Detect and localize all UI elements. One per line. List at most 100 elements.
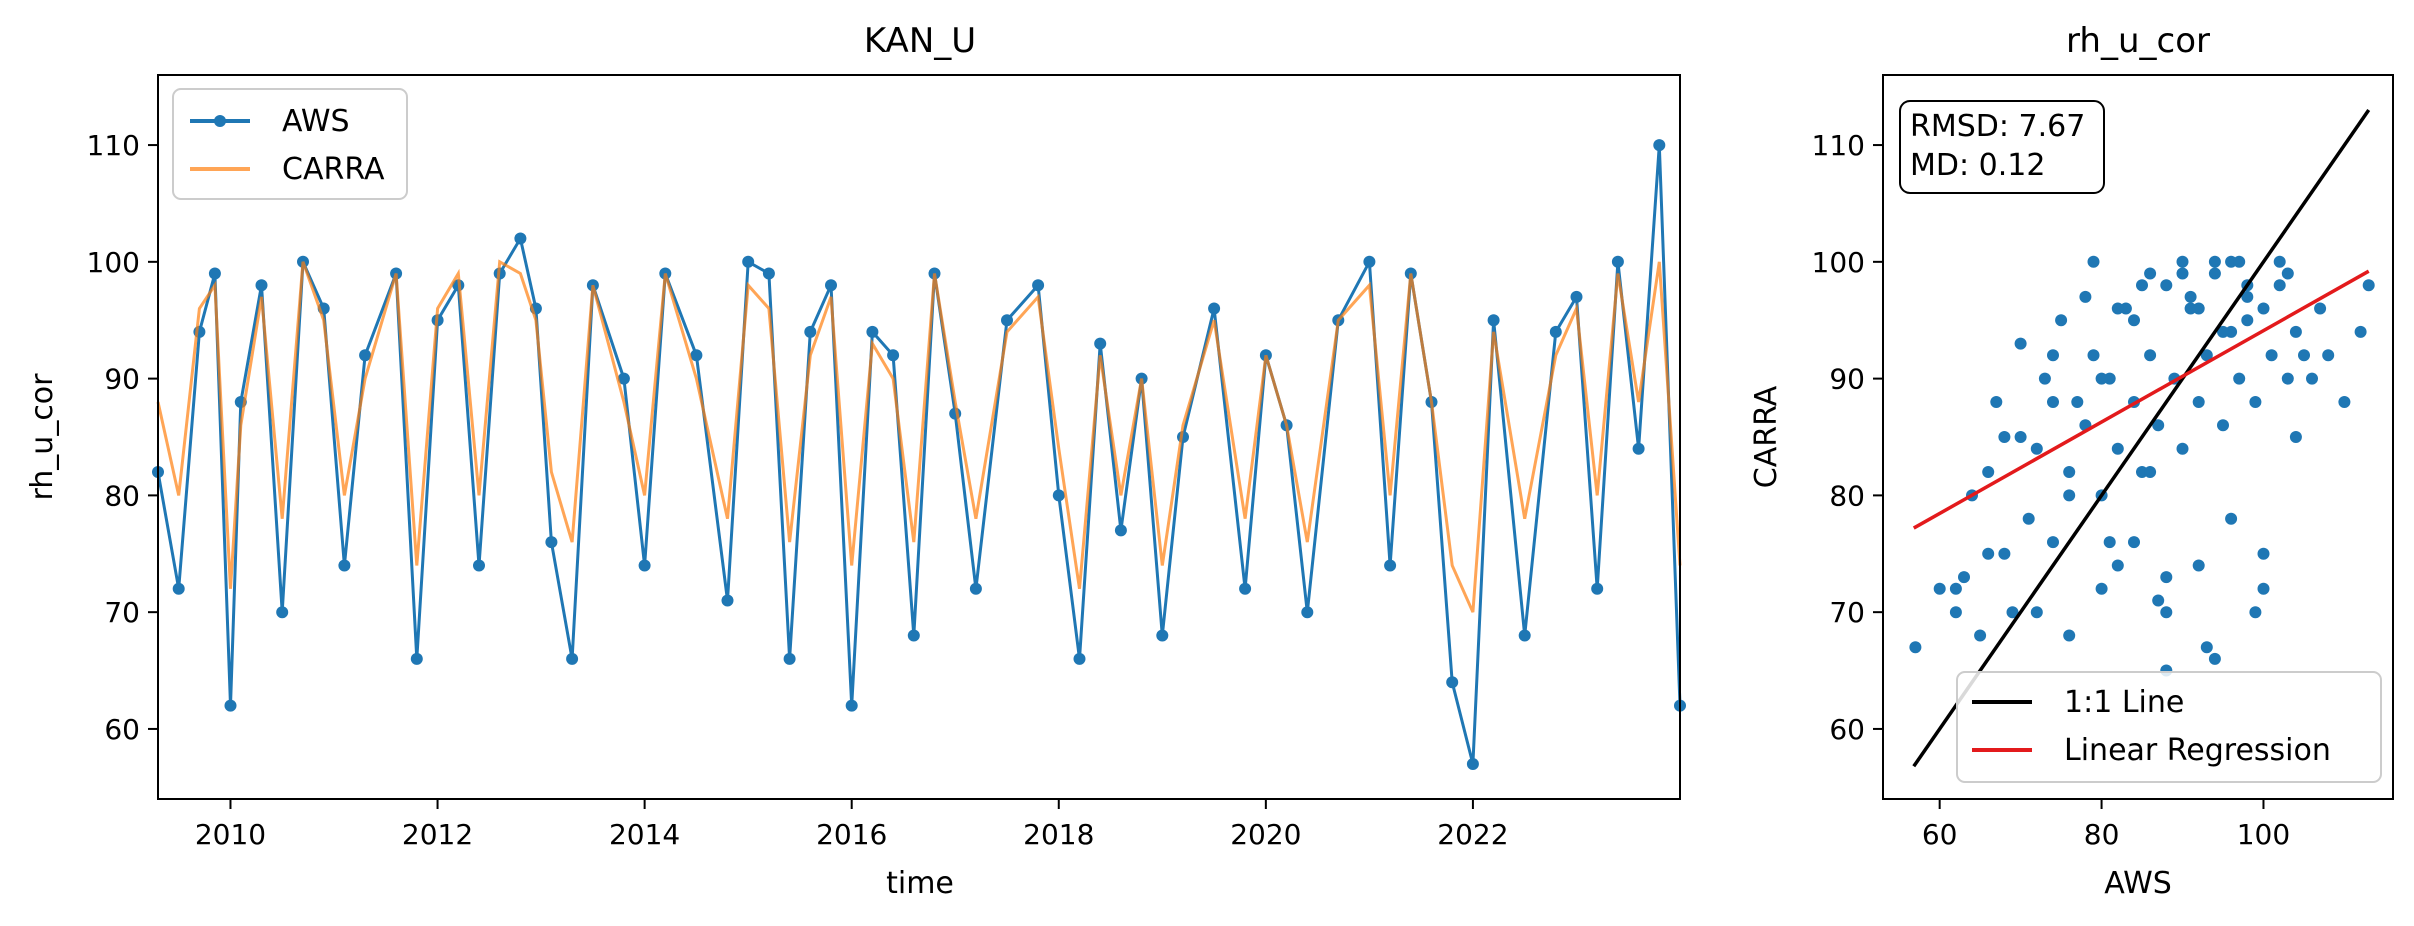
scatter-point (2249, 396, 2262, 408)
stats-annotation: RMSD: 7.67 MD: 0.12 (1899, 100, 2105, 194)
scatter-point (2176, 255, 2189, 268)
aws-point (1208, 302, 1221, 315)
y-tick-label: 100 (1812, 246, 1865, 279)
scatter-point (2265, 349, 2278, 362)
scatter-point (2111, 442, 2124, 455)
scatter-point (2014, 431, 2027, 443)
aws-point (742, 255, 755, 268)
scatter-point (1949, 606, 1962, 619)
scatter-point (2176, 267, 2189, 280)
scatter-point (2144, 267, 2157, 280)
aws-point (514, 232, 527, 245)
scatter-title: rh_u_cor (2066, 21, 2210, 61)
timeseries-y-ticks: 60 70 80 90 100 110 (87, 129, 158, 746)
scatter-point (2241, 314, 2254, 327)
scatter-point (2192, 302, 2205, 315)
y-tick-label: 60 (104, 713, 140, 746)
timeseries-title: KAN_U (864, 21, 976, 61)
y-tick-label: 60 (1829, 713, 1865, 746)
scatter-point (2152, 419, 2165, 432)
timeseries-legend: AWS CARRA (172, 88, 408, 200)
aws-point (1518, 629, 1531, 642)
timeseries-x-ticks: 2010 2012 2014 2016 2018 2020 2022 (195, 799, 1509, 851)
regression-line (1912, 269, 2370, 530)
scatter-point (2217, 419, 2229, 432)
scatter-point (2095, 582, 2108, 595)
scatter-point (2160, 606, 2173, 619)
scatter-point (2362, 279, 2375, 292)
legend-aws-marker (214, 115, 226, 127)
md-text: MD: 0.12 (1910, 148, 2045, 183)
scatter-panel: rh_u_cor 60 80 100 60 70 80 90 100 110 AWS CARR… (1749, 21, 2394, 901)
scatter-point (2200, 641, 2213, 654)
aws-point (969, 582, 982, 595)
aws-point (359, 349, 372, 362)
aws-point (1446, 676, 1459, 689)
aws-point (473, 559, 485, 572)
aws-point (1591, 582, 1604, 595)
scatter-point (2038, 372, 2051, 385)
scatter-point (2047, 536, 2059, 549)
x-tick-label: 2012 (402, 818, 473, 851)
scatter-point (2257, 547, 2270, 560)
aws-point (410, 652, 423, 665)
aws-point (1301, 606, 1314, 619)
scatter-point (2160, 279, 2173, 292)
aws-point (208, 267, 221, 280)
scatter-point (2144, 349, 2157, 362)
legend-regression-label: Linear Regression (2064, 733, 2331, 768)
aws-point (825, 279, 837, 292)
scatter-point (2192, 559, 2205, 572)
x-tick-label: 2020 (1230, 818, 1301, 851)
scatter-point (2030, 442, 2043, 455)
x-tick-label: 2018 (1023, 818, 1094, 851)
aws-point (1094, 337, 1107, 350)
scatter-point (2257, 582, 2270, 595)
stats-box (1899, 100, 2105, 194)
scatter-point (2208, 267, 2221, 280)
scatter-point (1909, 641, 1922, 654)
y-tick-label: 110 (1812, 129, 1865, 162)
aws-point (1611, 255, 1624, 268)
scatter-point (2128, 536, 2140, 549)
scatter-x-ticks: 60 80 100 (1922, 799, 2290, 851)
scatter-point (2047, 396, 2059, 408)
scatter-point (2249, 606, 2262, 619)
scatter-point (2208, 255, 2221, 268)
scatter-point (2087, 255, 2100, 268)
scatter-point (2233, 372, 2246, 385)
aws-point (1487, 314, 1500, 327)
scatter-point (2289, 431, 2302, 443)
scatter-point (2136, 279, 2148, 292)
aws-point (1156, 629, 1169, 642)
aws-point (845, 699, 858, 712)
scatter-point (2281, 372, 2294, 385)
scatter-point (1958, 571, 1970, 584)
x-tick-label: 60 (1922, 818, 1958, 851)
aws-point (338, 559, 351, 572)
timeseries-x-label: time (886, 866, 954, 901)
scatter-y-label: CARRA (1749, 385, 1784, 488)
aws-point (1114, 524, 1127, 537)
aws-point (907, 629, 920, 642)
x-tick-label: 80 (2084, 818, 2120, 851)
aws-point (1632, 442, 1645, 455)
x-tick-label: 2010 (195, 818, 266, 851)
aws-point (1032, 279, 1045, 292)
scatter-point (2063, 629, 2076, 642)
scatter-point (2306, 372, 2318, 385)
aws-point (172, 582, 185, 595)
x-tick-label: 100 (2237, 818, 2290, 851)
y-tick-label: 90 (1829, 363, 1865, 396)
aws-point (224, 699, 237, 712)
scatter-point (2184, 290, 2197, 303)
scatter-y-ticks: 60 70 80 90 100 110 (1812, 129, 1883, 746)
scatter-point (2273, 255, 2286, 268)
y-tick-label: 80 (1829, 479, 1865, 512)
timeseries-axes-frame (157, 74, 1681, 800)
aws-series-line (156, 144, 1682, 765)
aws-point (1001, 314, 1013, 327)
scatter-axes-frame (1882, 74, 2394, 800)
scatter-point (2338, 396, 2351, 408)
scatter-point (2192, 396, 2205, 408)
